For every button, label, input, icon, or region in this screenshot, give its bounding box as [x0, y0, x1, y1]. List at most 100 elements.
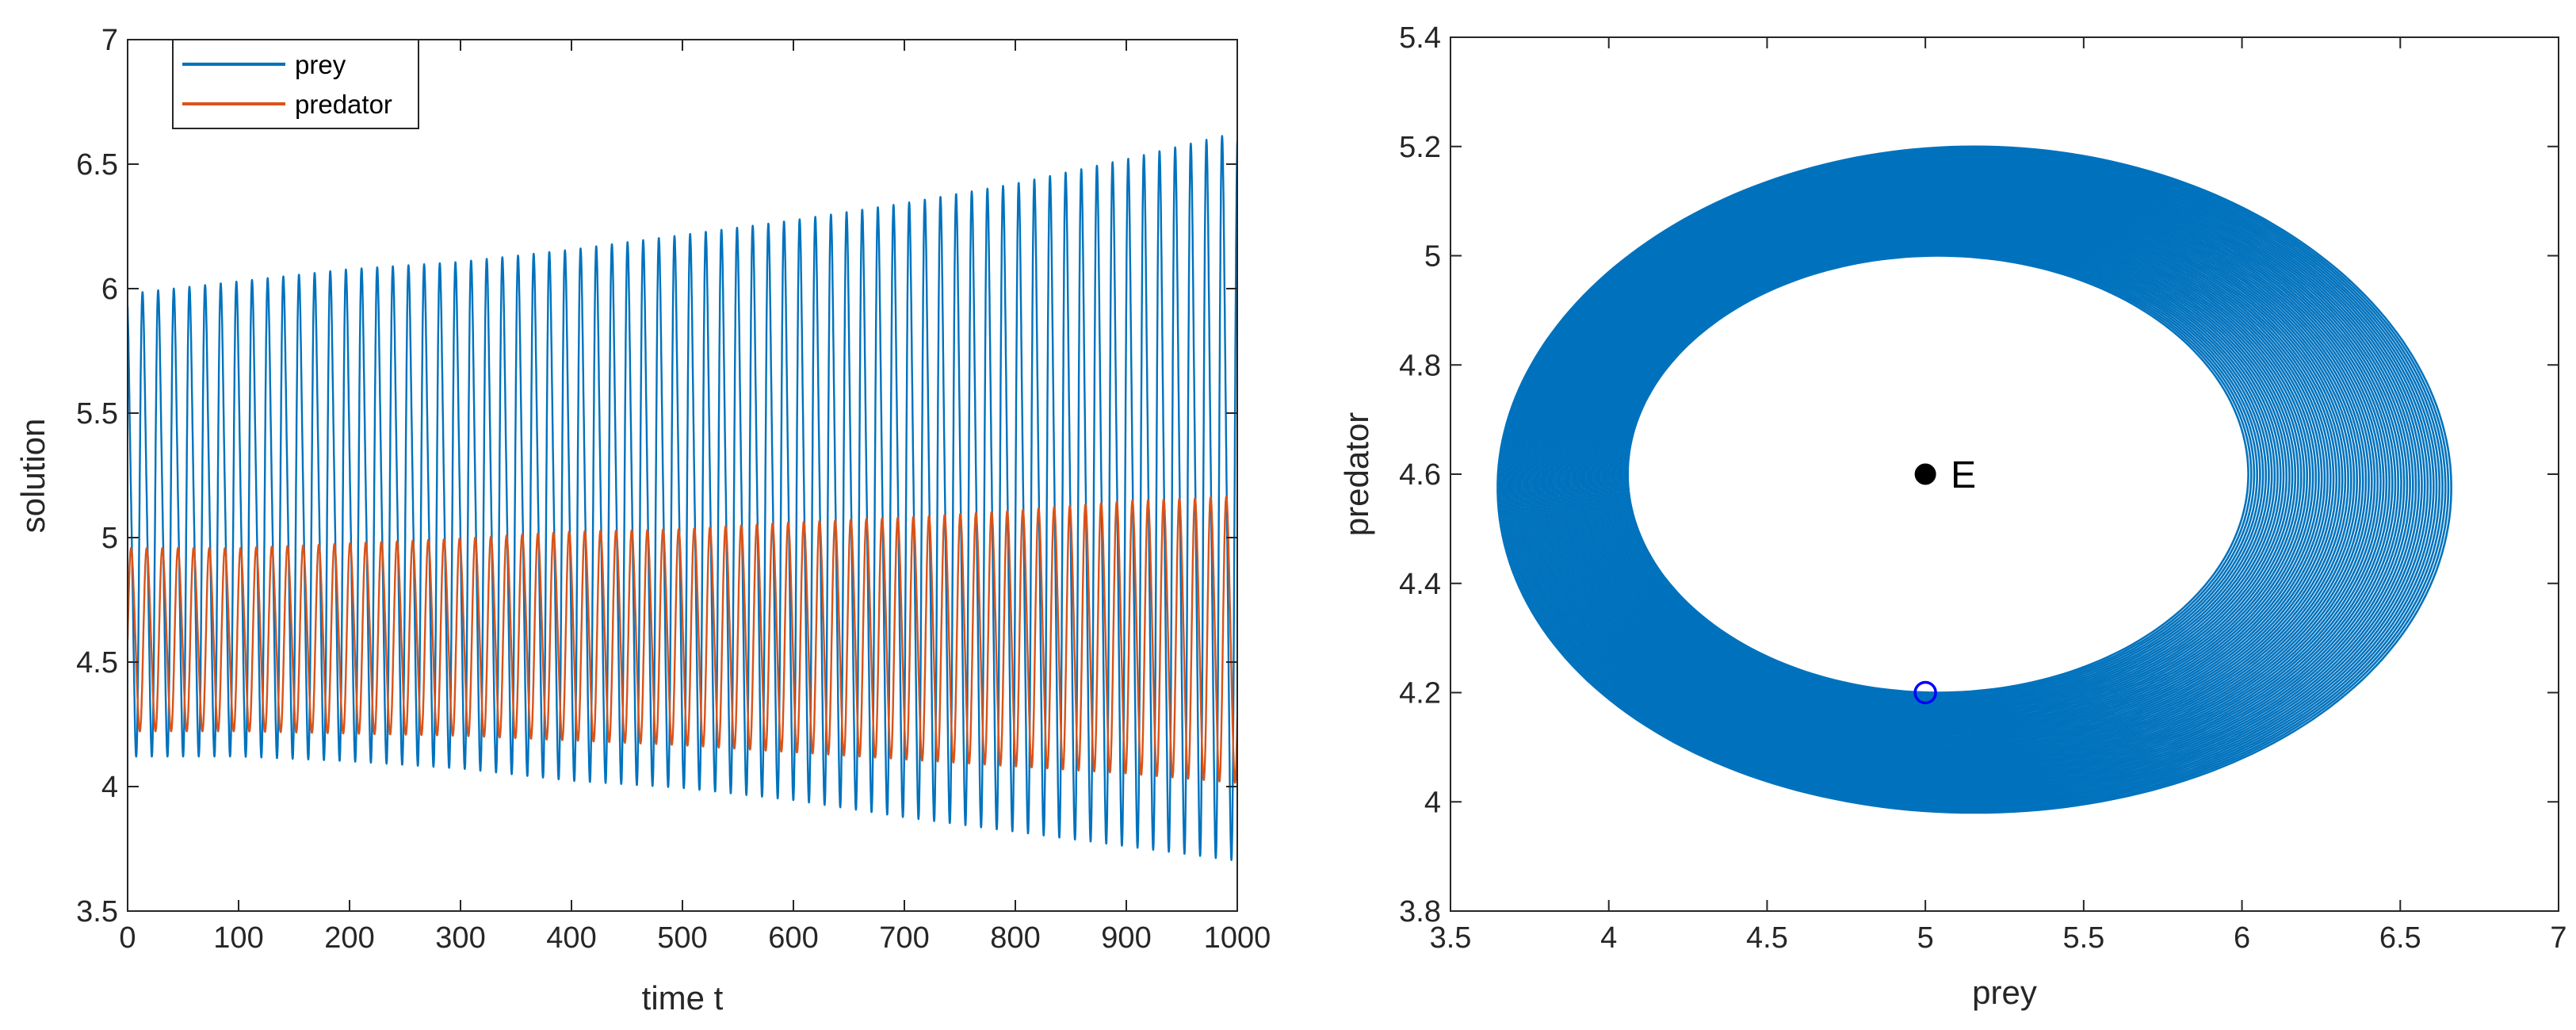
series-phase-orbit-loop	[1536, 178, 2391, 778]
point-initial-point	[1913, 680, 1937, 705]
series-phase-orbit-loop	[1566, 204, 2344, 750]
series-phase-orbit-loop	[1576, 212, 2329, 741]
legend-predator-label: predator	[295, 90, 392, 119]
series-phase-orbit-loop	[1585, 220, 2314, 733]
point-equilibrium	[1914, 463, 1936, 485]
right-y-tick-label: 4	[1424, 786, 1441, 819]
time-series-chart: 0 100 200 300 400 500 600 700 800 900 1000 3.5 4 4.5…	[14, 24, 1271, 1017]
left-x-axis-label: time t	[642, 979, 724, 1017]
series-phase-orbit-loop	[1551, 191, 2368, 764]
legend: prey predator	[172, 39, 419, 129]
series-phase-orbit-loop	[1542, 183, 2382, 772]
left-x-tick-label: 900	[1101, 921, 1151, 955]
series-phase-orbit-loop	[1515, 161, 2423, 797]
series-phase-orbit-loop	[1546, 186, 2376, 769]
series-phase-orbit-loop	[1598, 231, 2294, 720]
series-phase-orbit-loop	[1517, 163, 2420, 795]
series-phase-orbit-loop	[1500, 148, 2447, 810]
right-y-tick-label: 4.6	[1399, 458, 1441, 492]
series-phase-orbit-loop	[1607, 239, 2279, 711]
left-y-tick-label: 4	[101, 771, 118, 804]
series-phase-orbit-loop	[1534, 177, 2394, 779]
right-x-tick-label: 4.5	[1746, 921, 1788, 955]
series-phase-orbit-loop	[1580, 215, 2323, 737]
series-phase-orbit-loop	[1524, 169, 2409, 788]
left-x-tick-label: 800	[990, 921, 1040, 955]
right-x-tick-label: 6	[2234, 921, 2250, 955]
right-x-tick-label: 3.5	[1430, 921, 1472, 955]
series-phase-orbit-loop	[1509, 156, 2432, 802]
right-x-tick-label: 4	[1600, 921, 1617, 955]
right-y-tick-label: 4.4	[1399, 568, 1441, 601]
left-x-tick-label: 500	[657, 921, 707, 955]
series-phase-orbit-loop	[1564, 202, 2347, 752]
series-phase-orbit-loop	[1596, 229, 2297, 722]
right-x-tick-label: 6.5	[2379, 921, 2421, 955]
series-phase-orbit-loop	[1557, 196, 2359, 759]
series-phase-orbit-loop	[1615, 245, 2268, 705]
left-y-tick-label: 5.5	[76, 397, 118, 431]
right-y-tick-label: 5.2	[1399, 131, 1441, 164]
series-phase-orbit-loop	[1538, 180, 2388, 776]
series-phase-orbit-loop	[1583, 218, 2318, 734]
series-phase-orbit-loop	[1502, 150, 2444, 809]
series-phase-orbit-loop	[1561, 199, 2352, 755]
legend-prey-label: prey	[295, 50, 346, 79]
series-phase-orbit-loop	[1600, 232, 2291, 718]
right-x-tick-label: 5.5	[2062, 921, 2104, 955]
left-y-tick-label: 6	[101, 273, 118, 306]
series-phase-orbit-loop	[1609, 240, 2276, 710]
left-x-tick-label: 600	[768, 921, 818, 955]
right-y-tick-label: 5.4	[1399, 21, 1441, 55]
series-phase-orbit-loop	[1549, 190, 2370, 765]
series-phase-orbit-loop	[1532, 175, 2397, 781]
series-phase-orbit-loop	[1496, 145, 2452, 814]
series-phase-orbit-loop	[1570, 207, 2338, 746]
series-phase-orbit-loop	[1626, 255, 2249, 694]
series-phase-orbit-loop	[1624, 253, 2253, 696]
series-phase-orbit-loop	[1508, 155, 2435, 804]
left-x-tick-label: 300	[435, 921, 485, 955]
left-y-tick-label: 6.5	[76, 148, 118, 182]
series-phase-orbit-loop	[1547, 188, 2373, 768]
left-y-tick-label: 3.5	[76, 895, 118, 929]
left-x-tick-label: 100	[213, 921, 263, 955]
left-x-tick-label: 200	[324, 921, 374, 955]
left-x-tick-label: 700	[879, 921, 929, 955]
series-phase-orbit-loop	[1521, 166, 2414, 791]
left-x-tick-label: 1000	[1204, 921, 1271, 955]
series-phase-orbit-loop	[1527, 170, 2406, 787]
series-phase-orbit-loop	[1577, 213, 2326, 739]
series-phase-orbit-loop	[1531, 174, 2400, 783]
series-phase-orbit-loop	[1506, 153, 2438, 806]
series-phase-orbit-loop	[1553, 193, 2364, 762]
series-phase-orbit-loop	[1587, 221, 2311, 730]
series-phase-orbit-loop	[1562, 201, 2349, 753]
left-x-tick-label: 400	[546, 921, 596, 955]
series-phase-orbit-loop	[1498, 147, 2450, 813]
series-phase-orbit-loop	[1606, 237, 2282, 714]
series-phase-orbit-loop	[1581, 216, 2320, 736]
series-prey	[128, 135, 1237, 861]
series-phase-orbit-loop	[1602, 234, 2287, 717]
series-phase-orbit-loop	[1603, 235, 2285, 715]
series-phase-orbit-loop	[1573, 210, 2332, 743]
series-phase-orbit-loop	[1528, 172, 2402, 785]
series-phase-orbit-loop	[1539, 182, 2385, 774]
series-phase-orbit-loop	[1512, 158, 2429, 800]
right-x-axis-label: prey	[1972, 974, 2037, 1011]
point-equilibrium-label: E	[1951, 454, 1976, 496]
series-phase-orbit-loop	[1619, 248, 2261, 701]
series-phase-orbit-loop	[1555, 194, 2361, 760]
right-x-tick-label: 7	[2550, 921, 2566, 955]
series-phase-orbit-loop	[1592, 226, 2303, 726]
series-phase-orbit-loop	[1519, 164, 2417, 794]
series-phase-orbit-loop	[1523, 167, 2411, 790]
series-phase-orbit-loop	[1617, 247, 2265, 703]
left-y-tick-label: 7	[101, 24, 118, 57]
phase-portrait-chart: 3.5 4 4.5 5 5.5 6 6.5 7 3.8 4 4.2 4.4 4.6 4.8 5 5.2 5.4…	[1338, 21, 2567, 1011]
series-phase-orbit-loop	[1591, 224, 2306, 727]
series-phase-orbit-loop	[1622, 251, 2256, 698]
series-phase-orbit-loop	[1513, 159, 2426, 798]
